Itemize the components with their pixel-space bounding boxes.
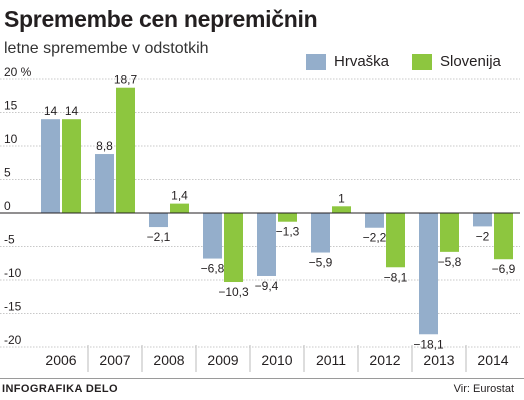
bar-hrvaska-2014 <box>473 213 492 227</box>
bar-slovenija-2007 <box>116 87 135 213</box>
bar-hrvaska-2011 <box>311 213 330 253</box>
bar-slovenija-2012 <box>386 213 405 268</box>
data-label: 8,8 <box>96 139 113 153</box>
data-label: −2,2 <box>363 231 387 245</box>
x-tick-label: 2011 <box>316 352 346 368</box>
y-tick-label: 5 <box>4 166 11 180</box>
bar-hrvaska-2006 <box>41 119 60 213</box>
data-label: −5,9 <box>309 256 333 270</box>
bar-slovenija-2010 <box>278 213 297 222</box>
data-label: −8,1 <box>384 270 408 284</box>
x-tick-label: 2009 <box>207 352 238 368</box>
y-tick-label: 0 <box>4 199 11 213</box>
data-label: 14 <box>65 104 79 118</box>
data-label: −2,1 <box>147 230 171 244</box>
bar-hrvaska-2012 <box>365 213 384 228</box>
data-label: 1 <box>338 191 345 205</box>
bar-slovenija-2013 <box>440 213 459 252</box>
y-tick-label: 15 <box>4 99 18 113</box>
bar-hrvaska-2008 <box>149 213 168 228</box>
x-tick-label: 2014 <box>477 352 508 368</box>
y-tick-label: 10 <box>4 132 18 146</box>
y-tick-label: -20 <box>4 333 22 347</box>
x-tick-label: 2012 <box>369 352 400 368</box>
y-tick-label: 20 % <box>4 65 32 79</box>
legend-swatch-slovenija <box>412 54 432 70</box>
footer-divider <box>0 378 524 379</box>
bar-hrvaska-2007 <box>95 154 114 213</box>
data-label: 18,7 <box>114 73 138 87</box>
data-label: 1,4 <box>171 189 188 203</box>
bar-slovenija-2009 <box>224 213 243 283</box>
legend-label-hrvaska: Hrvaška <box>334 53 390 70</box>
x-tick-label: 2006 <box>45 352 76 368</box>
x-tick-label: 2008 <box>153 352 184 368</box>
bar-slovenija-2006 <box>62 119 81 213</box>
data-label: −6,9 <box>492 262 516 276</box>
bar-slovenija-2014 <box>494 213 513 260</box>
bar-hrvaska-2009 <box>203 213 222 259</box>
data-label: −9,4 <box>255 279 279 293</box>
bar-slovenija-2008 <box>170 203 189 213</box>
bar-hrvaska-2013 <box>419 213 438 335</box>
bar-hrvaska-2010 <box>257 213 276 276</box>
data-label: −5,8 <box>438 255 462 269</box>
legend-label-slovenija: Slovenija <box>440 53 501 70</box>
x-tick-label: 2007 <box>99 352 130 368</box>
x-tick-label: 2013 <box>423 352 454 368</box>
x-tick-label: 2010 <box>261 352 292 368</box>
data-label: −6,8 <box>201 262 225 276</box>
chart-subtitle: letne spremembe v odstotkih <box>4 40 209 57</box>
footer-credit: INFOGRAFIKA DELO <box>2 383 118 395</box>
data-label: −18,1 <box>413 337 444 351</box>
data-label: 14 <box>44 104 58 118</box>
data-label: −10,3 <box>218 285 249 299</box>
y-tick-label: -15 <box>4 300 22 314</box>
footer-source: Vir: Eurostat <box>453 383 514 395</box>
chart-title: Spremembe cen nepremičnin <box>4 6 318 32</box>
data-label: −2 <box>476 229 490 243</box>
legend-swatch-hrvaska <box>306 54 326 70</box>
bar-slovenija-2011 <box>332 206 351 213</box>
data-label: −1,3 <box>276 225 300 239</box>
y-tick-label: -5 <box>4 233 15 247</box>
y-tick-label: -10 <box>4 266 22 280</box>
